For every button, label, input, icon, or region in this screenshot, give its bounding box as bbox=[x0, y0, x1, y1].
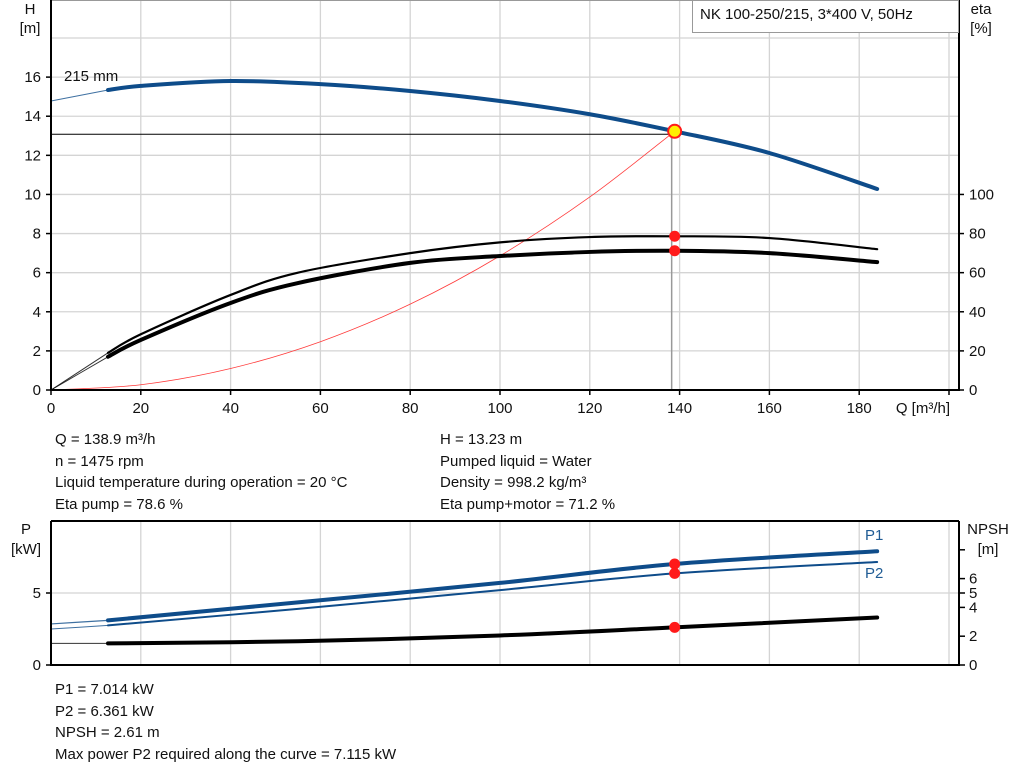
y-tick-label: 12 bbox=[24, 147, 41, 164]
info-head: H = 13.23 m bbox=[440, 431, 523, 448]
p2-curve bbox=[107, 561, 879, 627]
x-tick-label: 0 bbox=[47, 400, 55, 417]
eta-pump-curve-extrapolated bbox=[50, 352, 109, 391]
eta-pump-motor-curve-extrapolated bbox=[50, 356, 109, 391]
info-p1: P1 = 7.014 kW bbox=[55, 681, 154, 698]
operating-point-eta-pump-motor bbox=[669, 245, 681, 257]
top-grid bbox=[51, 0, 959, 390]
x-tick-label: 60 bbox=[312, 400, 329, 417]
y-tick-label: 4 bbox=[33, 304, 41, 321]
info-density: Density = 998.2 kg/m³ bbox=[440, 474, 587, 492]
chart-title: NK 100-250/215, 3*400 V, 50Hz bbox=[700, 6, 913, 23]
y2-tick-label-npsh: 0 bbox=[969, 657, 977, 674]
ticks: 0 20 40 60 80 100 120 140 160 1800246810121416020… bbox=[24, 0, 994, 674]
x-tick-label: 80 bbox=[402, 400, 419, 417]
y2-tick-label: 40 bbox=[969, 304, 986, 321]
info-eta-pump-motor: Eta pump+motor = 71.2 % bbox=[440, 496, 616, 514]
y2-tick-label-npsh: 5 bbox=[969, 585, 977, 602]
operating-point-p1 bbox=[669, 558, 681, 570]
y2-tick-label: 80 bbox=[969, 226, 986, 243]
y-axis-label-h: H bbox=[25, 1, 36, 18]
info-liquid-temp: Liquid temperature during operation = 20… bbox=[55, 474, 348, 492]
x-tick-label: 20 bbox=[132, 400, 149, 417]
info-top-right: H = 13.23 m Pumped liquid = Water Densit… bbox=[440, 429, 615, 516]
info-pumped-liquid: Pumped liquid = Water bbox=[440, 452, 592, 470]
y2-tick-label: 0 bbox=[969, 382, 977, 399]
y-axis-unit-p: [kW] bbox=[11, 541, 41, 558]
y2-tick-label-npsh: 6 bbox=[969, 571, 977, 588]
y2-axis-unit-npsh: [m] bbox=[978, 541, 999, 558]
y-axis-unit-h: [m] bbox=[20, 20, 41, 37]
y-axis-label-p: P bbox=[21, 521, 31, 538]
y-tick-label-p: 0 bbox=[33, 657, 41, 674]
y-tick-label-p: 5 bbox=[33, 585, 41, 602]
operating-point-npsh bbox=[669, 621, 681, 633]
eta-pump-curve bbox=[106, 235, 879, 354]
eta-pump-motor-curve bbox=[106, 248, 880, 359]
y-tick-label: 6 bbox=[33, 265, 41, 282]
y-tick-label: 8 bbox=[33, 226, 41, 243]
x-tick-label: 120 bbox=[577, 400, 602, 417]
x-axis-label: Q [m³/h] bbox=[896, 400, 950, 417]
x-tick-label: 100 bbox=[487, 400, 512, 417]
npsh-curve bbox=[106, 615, 880, 646]
info-speed: n = 1475 rpm bbox=[55, 452, 144, 470]
curves bbox=[50, 78, 880, 646]
series-label-215mm: 215 mm bbox=[64, 68, 118, 85]
x-tick-label: 180 bbox=[847, 400, 872, 417]
y2-tick-label: 20 bbox=[969, 343, 986, 360]
info-npsh: NPSH = 2.61 m bbox=[55, 724, 160, 742]
info-bottom: P1 = 7.014 kW P2 = 6.361 kW NPSH = 2.61 … bbox=[55, 679, 396, 766]
y2-tick-label: 60 bbox=[969, 265, 986, 282]
y2-axis-label-eta: eta bbox=[971, 1, 993, 18]
y-tick-label: 0 bbox=[33, 382, 41, 399]
head-curve-215mm bbox=[106, 78, 880, 191]
info-eta-pump: Eta pump = 78.6 % bbox=[55, 496, 183, 514]
x-tick-label: 40 bbox=[222, 400, 239, 417]
y2-tick-label-npsh: 2 bbox=[969, 628, 977, 645]
y2-axis-label-npsh: NPSH bbox=[967, 521, 1009, 538]
y2-axis-unit-eta: [%] bbox=[970, 20, 992, 37]
y-tick-label: 14 bbox=[24, 108, 41, 125]
info-flow: Q = 138.9 m³/h bbox=[55, 431, 156, 448]
y2-tick-label-npsh: 4 bbox=[969, 599, 977, 616]
operating-point-eta-pump bbox=[669, 230, 681, 242]
system-curve bbox=[50, 130, 675, 391]
info-max-power: Max power P2 required along the curve = … bbox=[55, 746, 397, 764]
y-tick-label: 2 bbox=[33, 343, 41, 360]
info-p2: P2 = 6.361 kW bbox=[55, 702, 154, 720]
operating-point-p2 bbox=[669, 567, 681, 579]
p1-curve bbox=[106, 549, 880, 623]
series-label-p2: P2 bbox=[865, 565, 883, 582]
x-tick-label: 160 bbox=[757, 400, 782, 417]
x-tick-label: 140 bbox=[667, 400, 692, 417]
y-tick-label: 16 bbox=[24, 69, 41, 86]
p2-curve-extrapolated bbox=[50, 624, 109, 630]
operating-point-head bbox=[667, 123, 683, 139]
head-curve-215mm-extrapolated bbox=[50, 89, 109, 102]
series-label-p1: P1 bbox=[865, 527, 883, 544]
p1-curve-extrapolated bbox=[50, 619, 109, 625]
y2-tick-label: 100 bbox=[969, 186, 994, 203]
y-tick-label: 10 bbox=[24, 186, 41, 203]
info-top-left: Q = 138.9 m³/h n = 1475 rpm Liquid tempe… bbox=[55, 429, 347, 516]
title-box bbox=[692, 0, 959, 33]
